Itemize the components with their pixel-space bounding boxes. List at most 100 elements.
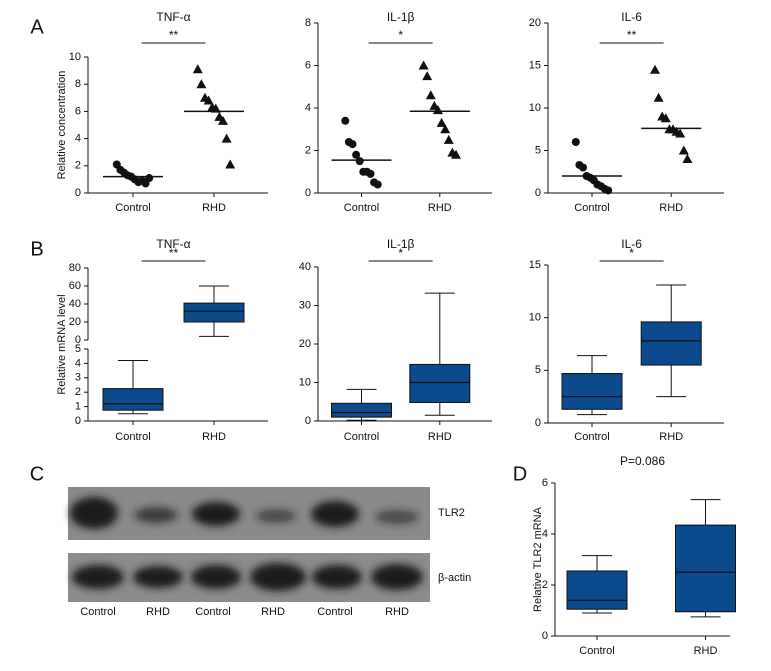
x-tick-label: Control	[574, 202, 609, 214]
chart-title: IL-1β	[387, 10, 415, 24]
y-tick-label: 6	[305, 59, 311, 71]
point	[352, 150, 361, 159]
point	[650, 64, 660, 74]
chart-title: P=0.086	[620, 454, 665, 468]
y-tick-label: 10	[69, 51, 81, 63]
significance-label: **	[627, 28, 637, 42]
point	[210, 103, 221, 113]
point	[192, 64, 203, 74]
point	[373, 180, 382, 189]
y-axis-label: Relative TLR2 mRNA	[532, 506, 544, 612]
x-tick-label: RHD	[202, 431, 226, 443]
y-tick-label: 0	[542, 630, 548, 642]
lane-label: RHD	[261, 606, 285, 618]
y-tick-label: 3	[75, 372, 81, 384]
box	[331, 402, 392, 418]
point	[196, 79, 207, 89]
x-tick-label: Control	[574, 431, 609, 443]
point	[145, 174, 154, 183]
x-tick-label: RHD	[659, 431, 683, 443]
y-tick-label: 20	[69, 316, 81, 328]
y-tick-label: 5	[535, 364, 541, 376]
point	[225, 159, 236, 169]
point	[604, 186, 613, 195]
point	[440, 124, 451, 134]
y-tick-label: 20	[299, 338, 311, 350]
y-tick-label: 2	[75, 160, 81, 172]
y-tick-label: 20	[529, 17, 541, 29]
x-tick-label: Control	[115, 202, 150, 214]
box	[675, 524, 736, 613]
blot-bands	[70, 497, 423, 591]
y-tick-label: 0	[535, 187, 541, 199]
y-tick-label: 0	[535, 417, 541, 429]
point	[425, 90, 436, 100]
y-tick-label: 10	[529, 102, 541, 114]
y-tick-label: 6	[542, 477, 548, 489]
y-tick-label: 0	[305, 415, 311, 427]
panel-label: D	[513, 463, 527, 485]
y-tick-label: 2	[75, 386, 81, 398]
x-tick-label: RHD	[659, 202, 683, 214]
chart-title: TNF-α	[156, 237, 190, 251]
box	[566, 570, 628, 610]
point	[348, 140, 357, 149]
y-tick-label: 30	[299, 299, 311, 311]
point	[422, 71, 433, 81]
point	[678, 145, 689, 155]
y-tick-label: 6	[75, 105, 81, 117]
chart-title: TNF-α	[156, 10, 190, 24]
x-tick-label: Control	[579, 645, 614, 657]
point	[418, 60, 429, 70]
point	[653, 92, 664, 102]
band-label: β-actin	[438, 572, 471, 584]
box	[102, 388, 164, 411]
y-tick-label: 1	[75, 401, 81, 413]
point	[675, 128, 686, 138]
y-tick-label: 40	[69, 298, 81, 310]
point	[218, 115, 228, 125]
y-axis-label: Relative concentration	[56, 71, 68, 180]
box	[183, 302, 245, 323]
box	[561, 372, 623, 410]
y-tick-label: 2	[542, 579, 548, 591]
y-tick-label: 4	[75, 357, 81, 369]
blot-strip	[68, 487, 430, 540]
western-blot	[68, 487, 430, 602]
band-label: TLR2	[438, 507, 465, 519]
y-tick-label: 40	[299, 261, 311, 273]
significance-label: *	[398, 246, 403, 260]
point	[436, 117, 447, 127]
y-tick-label: 5	[535, 144, 541, 156]
y-tick-label: 8	[75, 78, 81, 90]
point	[203, 95, 214, 105]
y-tick-label: 0	[75, 334, 81, 346]
significance-label: **	[169, 246, 179, 260]
lane-label: RHD	[385, 606, 409, 618]
y-tick-label: 60	[69, 280, 81, 292]
x-tick-label: Control	[344, 431, 379, 443]
x-tick-label: RHD	[428, 431, 452, 443]
y-axis-label: Relative mRNA level	[56, 294, 68, 394]
lane-label: Control	[80, 606, 115, 618]
y-tick-label: 80	[69, 262, 81, 274]
lane-label: Control	[195, 606, 230, 618]
lane-label: RHD	[146, 606, 170, 618]
box	[409, 363, 471, 404]
chart-title: IL-6	[621, 10, 642, 24]
x-tick-label: Control	[115, 431, 150, 443]
point	[571, 138, 580, 146]
point	[579, 163, 587, 172]
point	[341, 116, 350, 125]
y-tick-label: 0	[305, 187, 311, 199]
significance-label: *	[398, 28, 403, 42]
point	[366, 169, 375, 178]
y-tick-label: 15	[529, 59, 541, 71]
y-tick-label: 10	[299, 376, 311, 388]
lane-label: Control	[317, 606, 352, 618]
y-tick-label: 0	[75, 187, 81, 199]
x-tick-label: RHD	[694, 645, 718, 657]
y-tick-label: 2	[305, 144, 311, 156]
point	[660, 113, 671, 123]
point	[443, 134, 454, 144]
